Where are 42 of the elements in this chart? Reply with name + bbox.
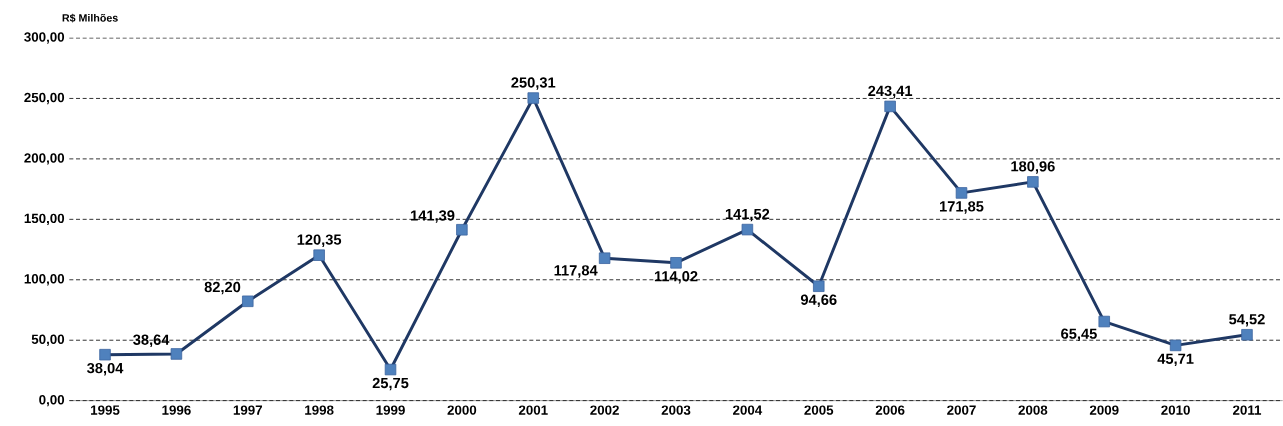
data-label: 65,45 — [1061, 328, 1097, 341]
x-tick-label: 2007 — [947, 405, 976, 415]
data-label: 243,41 — [868, 85, 913, 99]
data-label: 180,96 — [1011, 161, 1055, 174]
data-label: 54,52 — [1229, 314, 1265, 327]
x-tick-label: 2006 — [875, 405, 905, 415]
data-label: 94,66 — [800, 294, 837, 308]
x-tick-label: 2005 — [804, 405, 834, 415]
data-label: 141,52 — [725, 208, 770, 222]
x-tick-label: 2010 — [1161, 405, 1190, 415]
data-label: 171,85 — [939, 201, 984, 214]
data-label: 38,64 — [133, 334, 170, 348]
x-tick-label: 2001 — [518, 405, 548, 415]
y-tick-label: 0,00 — [39, 394, 65, 407]
x-tick-label: 1998 — [305, 405, 334, 415]
x-tick-label: 2004 — [733, 405, 763, 415]
data-label: 45,71 — [1157, 353, 1194, 367]
data-label: 25,75 — [372, 377, 409, 391]
x-tick-label: 2009 — [1089, 405, 1119, 415]
data-label: 141,39 — [411, 210, 455, 223]
x-tick-label: 2003 — [661, 405, 691, 415]
x-tick-label: 1996 — [162, 405, 191, 415]
x-tick-label: 1997 — [233, 405, 263, 415]
x-tick-label: 2002 — [590, 405, 619, 415]
x-tick-label: 1999 — [376, 405, 405, 415]
y-tick-label: 100,00 — [24, 274, 65, 286]
data-label: 82,20 — [204, 281, 241, 295]
x-tick-label: 2000 — [447, 405, 477, 415]
x-tick-label: 1995 — [91, 405, 120, 415]
x-tick-label: 2011 — [1232, 405, 1262, 415]
data-label: 117,84 — [554, 265, 598, 278]
data-label: 120,35 — [297, 234, 342, 247]
y-tick-label: 300,00 — [24, 32, 65, 44]
y-axis-title: R$ Milhões — [62, 13, 118, 23]
data-label: 38,04 — [87, 362, 124, 376]
data-label: 250,31 — [511, 77, 556, 90]
y-tick-label: 200,00 — [24, 153, 65, 165]
y-tick-label: 250,00 — [24, 92, 65, 105]
x-tick-label: 2008 — [1018, 405, 1048, 415]
y-tick-label: 50,00 — [31, 334, 65, 346]
y-tick-label: 150,00 — [24, 213, 65, 226]
data-label: 114,02 — [654, 271, 698, 284]
